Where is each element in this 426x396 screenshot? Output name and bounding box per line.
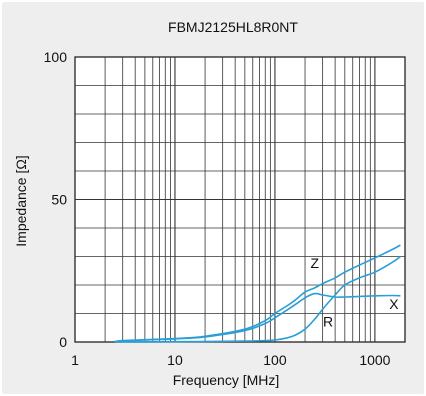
- series-label-z: Z: [310, 255, 319, 271]
- series-label-x: X: [389, 296, 399, 312]
- axis-ticks: 1 10 100 1000 0 50 100: [44, 49, 391, 368]
- x-tick-label: 100: [263, 352, 287, 368]
- series-line-x: [114, 292, 401, 343]
- series-line-r: [114, 255, 401, 343]
- x-tick-label: 10: [167, 352, 183, 368]
- chart-title: FBMJ2125HL8R0NT: [168, 19, 298, 35]
- y-tick-label: 50: [51, 192, 67, 208]
- series-labels: Z R X: [310, 255, 399, 329]
- x-axis-label: Frequency [MHz]: [173, 372, 280, 388]
- x-tick-label: 1: [71, 352, 79, 368]
- y-tick-label: 100: [44, 49, 68, 65]
- y-tick-label: 0: [59, 334, 67, 350]
- series-label-r: R: [323, 313, 333, 329]
- plot-series: [114, 244, 401, 343]
- y-axis-label: Impedance [Ω]: [13, 155, 29, 246]
- x-tick-label: 1000: [359, 352, 390, 368]
- plot-grid: [74, 56, 406, 343]
